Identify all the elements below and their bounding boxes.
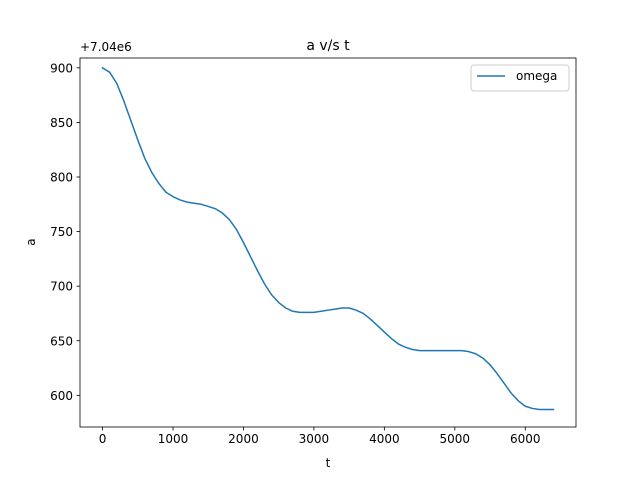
legend: omega: [470, 64, 570, 92]
y-tick-label: 850: [50, 116, 73, 130]
legend-label-omega: omega: [516, 69, 557, 83]
y-tick-label: 750: [50, 225, 73, 239]
x-tick-label: 3000: [299, 432, 330, 446]
y-axis-label: a: [24, 238, 38, 245]
y-tick-label: 650: [50, 334, 73, 348]
y-tick-label: 800: [50, 170, 73, 184]
x-tick-label: 2000: [228, 432, 259, 446]
x-tick-label: 0: [99, 432, 107, 446]
y-tick-label: 700: [50, 280, 73, 294]
series-line-omega: [101, 66, 555, 411]
chart-title: a v/s t: [306, 38, 350, 54]
x-tick-label: 6000: [510, 432, 541, 446]
y-tick-label: 600: [50, 389, 73, 403]
x-tick-label: 4000: [369, 432, 400, 446]
series-layer: [101, 66, 555, 411]
axes-frame: [79, 57, 577, 428]
y-offset-label: +7.04e6: [80, 40, 132, 54]
x-axis-ticks: 0 1000 2000 3000 4000 5000 6000: [99, 427, 541, 446]
legend-box: [470, 64, 570, 92]
y-axis-ticks: 600 650 700 750 800 850 900: [50, 61, 80, 403]
plot-area: [80, 58, 576, 427]
x-axis-label: t: [326, 456, 331, 470]
x-tick-label: 5000: [440, 432, 471, 446]
x-tick-label: 1000: [158, 432, 189, 446]
y-tick-label: 900: [50, 61, 73, 75]
